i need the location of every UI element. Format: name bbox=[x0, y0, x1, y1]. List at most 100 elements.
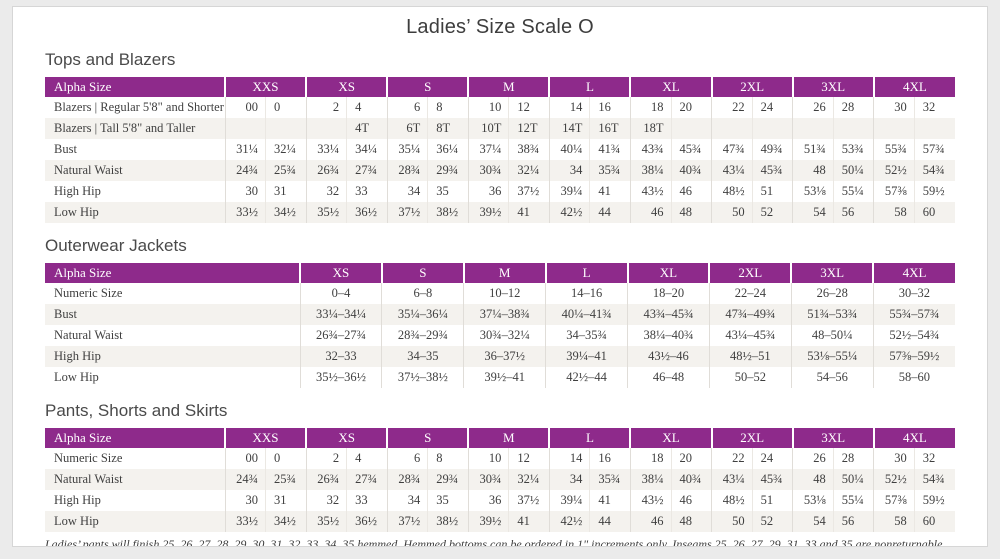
size-cell: 36 bbox=[467, 181, 509, 202]
size-cell: 40¼ bbox=[548, 139, 590, 160]
size-cell: 18T bbox=[629, 118, 672, 139]
section-pants-shorts-skirts: Pants, Shorts and Skirts Alpha Size XXS XS… bbox=[45, 400, 955, 532]
size-cell: 43¼–45¾ bbox=[708, 325, 792, 346]
size-cell: 37½ bbox=[386, 511, 428, 532]
size-cell bbox=[711, 118, 753, 139]
size-cell: 37½–38½ bbox=[381, 367, 464, 388]
size-table: Alpha Size XS S M L XL 2XL 3XL 4XL Numeric Size 0–… bbox=[45, 263, 955, 388]
column-header: 2XL bbox=[708, 263, 792, 283]
column-header: L bbox=[548, 428, 631, 448]
size-cell: 28¾–29¾ bbox=[381, 325, 464, 346]
size-cell bbox=[751, 118, 793, 139]
size-cell: 36¼ bbox=[427, 139, 469, 160]
section-title-pants-shorts-skirts: Pants, Shorts and Skirts bbox=[45, 401, 228, 420]
table-header-row: Alpha Size XS S M L XL 2XL 3XL 4XL bbox=[45, 263, 955, 283]
size-cell bbox=[305, 118, 347, 139]
size-cell: 58–60 bbox=[872, 367, 955, 388]
size-cell: 50–52 bbox=[708, 367, 792, 388]
row-label: Low Hip bbox=[54, 370, 99, 384]
size-cell: 16T bbox=[589, 118, 631, 139]
size-cell: 43¼ bbox=[711, 160, 753, 181]
size-cell: 35 bbox=[427, 490, 469, 511]
size-cell: 45¾ bbox=[751, 160, 793, 181]
size-cell: 47¾ bbox=[711, 139, 753, 160]
size-cell: 30–32 bbox=[872, 283, 955, 304]
size-cell: 35 bbox=[427, 181, 469, 202]
size-cell: 39¼ bbox=[548, 490, 590, 511]
size-cell: 37½ bbox=[386, 202, 428, 223]
size-cell: 51 bbox=[751, 181, 793, 202]
size-cell: 2 bbox=[305, 448, 347, 469]
size-cell bbox=[913, 118, 955, 139]
size-cell bbox=[792, 118, 834, 139]
size-chart-page: Ladies’ Size Scale O Tops and Blazers Al… bbox=[12, 6, 988, 547]
size-cell: 46 bbox=[629, 202, 672, 223]
size-cell: 35½ bbox=[305, 511, 347, 532]
size-cell: 24 bbox=[751, 448, 793, 469]
alpha-size-header: Alpha Size bbox=[45, 77, 225, 97]
size-cell: 8T bbox=[427, 118, 469, 139]
tops-and-blazers-table: Alpha Size XXS XS S M L XL 2XL 3XL 4XL Blazers | R… bbox=[45, 77, 955, 223]
size-cell: 12 bbox=[508, 448, 550, 469]
size-cell: 12 bbox=[508, 97, 550, 118]
size-cell: 0 bbox=[265, 97, 307, 118]
size-cell: 53¾ bbox=[832, 139, 874, 160]
table-row: High Hip 32–33 34–35 36–37½ 39¼–41 43½–46 48½–… bbox=[45, 346, 955, 367]
size-cell: 55¾ bbox=[873, 139, 915, 160]
size-cell: 30¾ bbox=[467, 469, 509, 490]
column-header: XS bbox=[305, 428, 388, 448]
size-cell: 42½ bbox=[548, 202, 590, 223]
size-cell: 33½ bbox=[224, 511, 266, 532]
size-cell: 22–24 bbox=[708, 283, 792, 304]
size-cell: 52 bbox=[751, 202, 793, 223]
size-cell: 34¼ bbox=[346, 139, 388, 160]
size-cell: 26–28 bbox=[790, 283, 874, 304]
size-cell: 46 bbox=[670, 181, 712, 202]
size-cell: 28 bbox=[832, 97, 874, 118]
size-cell: 28¾ bbox=[386, 160, 428, 181]
size-cell: 50¼ bbox=[832, 469, 874, 490]
size-cell: 38¾ bbox=[508, 139, 550, 160]
size-cell: 10–12 bbox=[463, 283, 546, 304]
size-cell: 6 bbox=[386, 448, 428, 469]
size-cell: 32–33 bbox=[299, 346, 382, 367]
size-cell: 48–50¼ bbox=[790, 325, 874, 346]
table-row: Numeric Size 0–4 6–8 10–12 14–16 18–20 22–24 26… bbox=[45, 283, 955, 304]
column-header: 4XL bbox=[872, 263, 955, 283]
size-cell: 32¼ bbox=[508, 160, 550, 181]
size-cell: 35¼ bbox=[386, 139, 428, 160]
size-cell: 14–16 bbox=[545, 283, 628, 304]
column-header: XL bbox=[629, 428, 712, 448]
size-cell: 53⅛–55¼ bbox=[790, 346, 874, 367]
size-cell: 59½ bbox=[913, 490, 955, 511]
size-cell: 48½ bbox=[711, 181, 753, 202]
size-cell: 46 bbox=[629, 511, 672, 532]
table-header-row: Alpha Size XXS XS S M L XL 2XL 3XL 4XL bbox=[45, 77, 955, 97]
size-cell: 8 bbox=[427, 97, 469, 118]
size-cell: 43½–46 bbox=[627, 346, 710, 367]
size-cell: 0 bbox=[265, 448, 307, 469]
size-cell: 60 bbox=[913, 511, 955, 532]
table-row: Blazers | Regular 5'8" and Shorter 00 0 2 4 6… bbox=[45, 97, 955, 118]
size-cell: 32¼ bbox=[508, 469, 550, 490]
size-cell: 52½ bbox=[873, 469, 915, 490]
size-cell: 46 bbox=[670, 490, 712, 511]
size-cell: 56 bbox=[832, 202, 874, 223]
size-cell: 31¼ bbox=[224, 139, 266, 160]
section-tops-and-blazers: Tops and Blazers Alpha Size XXS XS S M L XL 2XL… bbox=[45, 49, 955, 223]
size-cell: 53⅛ bbox=[792, 181, 834, 202]
table-row: High Hip 30 31 32 33 34 35 36 37½ 39¼ 41 43½ 46 48½ 51… bbox=[45, 181, 955, 202]
column-header: M bbox=[462, 263, 546, 283]
size-cell: 37½ bbox=[508, 181, 550, 202]
column-header: 2XL bbox=[710, 77, 793, 97]
size-cell: 52½–54¾ bbox=[872, 325, 955, 346]
size-cell: 44 bbox=[589, 511, 631, 532]
size-cell: 43½ bbox=[629, 490, 672, 511]
size-cell: 30¾–32¼ bbox=[463, 325, 546, 346]
alpha-size-header: Alpha Size bbox=[45, 263, 300, 283]
column-header: XL bbox=[629, 77, 712, 97]
size-cell: 10 bbox=[467, 448, 509, 469]
size-cell: 33 bbox=[346, 490, 388, 511]
size-cell: 43¾–45¾ bbox=[627, 304, 710, 325]
column-header: XXS bbox=[223, 428, 307, 448]
